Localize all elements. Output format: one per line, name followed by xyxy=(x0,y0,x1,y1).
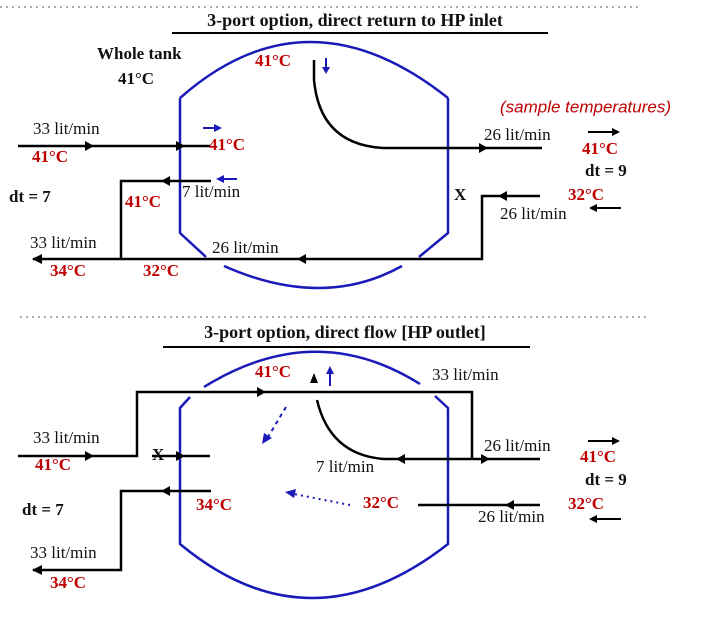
arrowhead xyxy=(176,141,185,151)
hot-outlet-pipe xyxy=(315,399,540,461)
sample-note: (sample temperatures) xyxy=(500,97,671,116)
top-temp: 41°C xyxy=(255,51,291,70)
right-arrow-icon xyxy=(588,128,620,136)
out-temp: 41°C xyxy=(580,447,616,466)
tank-bottom-arc xyxy=(223,264,403,290)
arrowhead xyxy=(161,176,170,186)
inlet-flow: 33 lit/min xyxy=(33,428,100,447)
bypass-temp: 41°C xyxy=(125,192,161,211)
x-mark: X xyxy=(152,445,165,464)
bottom-flow: 26 lit/min xyxy=(212,238,279,257)
top-tank xyxy=(178,40,450,290)
inlet-flow: 33 lit/min xyxy=(33,119,100,138)
return-flow: 26 lit/min xyxy=(500,204,567,223)
whole-tank-label: Whole tank xyxy=(97,44,182,63)
arrowhead xyxy=(297,254,306,264)
dt-left: dt = 7 xyxy=(22,500,64,519)
arrowhead xyxy=(396,454,405,464)
blue-down-arrow-icon xyxy=(322,58,330,74)
top-temp: 41°C xyxy=(255,362,291,381)
hot-outlet-pipe xyxy=(312,60,542,150)
out-temp: 41°C xyxy=(582,139,618,158)
bypass-flow: 7 lit/min xyxy=(182,182,241,201)
tank-top-arc xyxy=(179,40,449,99)
inner-flow: 7 lit/min xyxy=(316,457,375,476)
blue-left-arrow-icon xyxy=(216,175,237,183)
mid-temp: 34°C xyxy=(196,495,232,514)
arrowhead xyxy=(85,451,94,461)
blue-dashed-arrow-icon xyxy=(262,406,287,444)
blue-up-arrow-icon xyxy=(326,366,334,386)
out-flow: 26 lit/min xyxy=(484,125,551,144)
dt-left: dt = 7 xyxy=(9,187,51,206)
return-flow: 26 lit/min xyxy=(478,507,545,526)
arrowhead xyxy=(32,254,42,264)
return-pipe xyxy=(33,194,540,261)
out-flow: 26 lit/min xyxy=(484,436,551,455)
return-temp: 32°C xyxy=(568,185,604,204)
hp-outlet-pipe xyxy=(18,390,474,459)
inlet-temp: 41°C xyxy=(32,147,68,166)
top-title: 3-port option, direct return to HP inlet xyxy=(207,10,503,30)
arrowhead xyxy=(479,143,488,153)
outlet-temp: 34°C xyxy=(50,573,86,592)
outlet-flow: 33 lit/min xyxy=(30,233,97,252)
return-temp: 32°C xyxy=(568,494,604,513)
inlet-temp: 41°C xyxy=(35,455,71,474)
x-mark: X xyxy=(454,185,467,204)
left-arrow-icon xyxy=(589,515,621,523)
tank-right-wall xyxy=(418,98,450,258)
tank-top-arc xyxy=(203,350,421,389)
bottom-temp: 32°C xyxy=(143,261,179,280)
inner-cold-temp: 32°C xyxy=(363,493,399,512)
left-arrow-icon xyxy=(589,204,621,212)
whole-tank-temp: 41°C xyxy=(118,69,154,88)
arrowhead xyxy=(32,565,42,575)
dt-right: dt = 9 xyxy=(585,161,627,180)
bottom-tank xyxy=(178,350,450,600)
arrowhead xyxy=(176,451,185,461)
inner-inlet-temp: 41°C xyxy=(209,135,245,154)
outlet-flow: 33 lit/min xyxy=(30,543,97,562)
arrowhead xyxy=(161,486,170,496)
blue-dotted-arrow-icon xyxy=(285,489,351,506)
arrowhead xyxy=(257,387,266,397)
blue-right-arrow-icon xyxy=(203,124,222,132)
up-arrow-icon xyxy=(310,373,318,383)
bottom-title: 3-port option, direct flow [HP outlet] xyxy=(204,322,486,342)
top-flow: 33 lit/min xyxy=(432,365,499,384)
arrowhead xyxy=(85,141,94,151)
tank-left-wall xyxy=(178,98,207,258)
arrowhead xyxy=(505,500,514,510)
tank-body xyxy=(178,395,450,600)
right-arrow-icon xyxy=(588,437,620,445)
arrowhead xyxy=(481,454,490,464)
dt-right: dt = 9 xyxy=(585,470,627,489)
bypass-pipe xyxy=(119,179,211,259)
outlet-temp: 34°C xyxy=(50,261,86,280)
arrowhead xyxy=(498,191,507,201)
